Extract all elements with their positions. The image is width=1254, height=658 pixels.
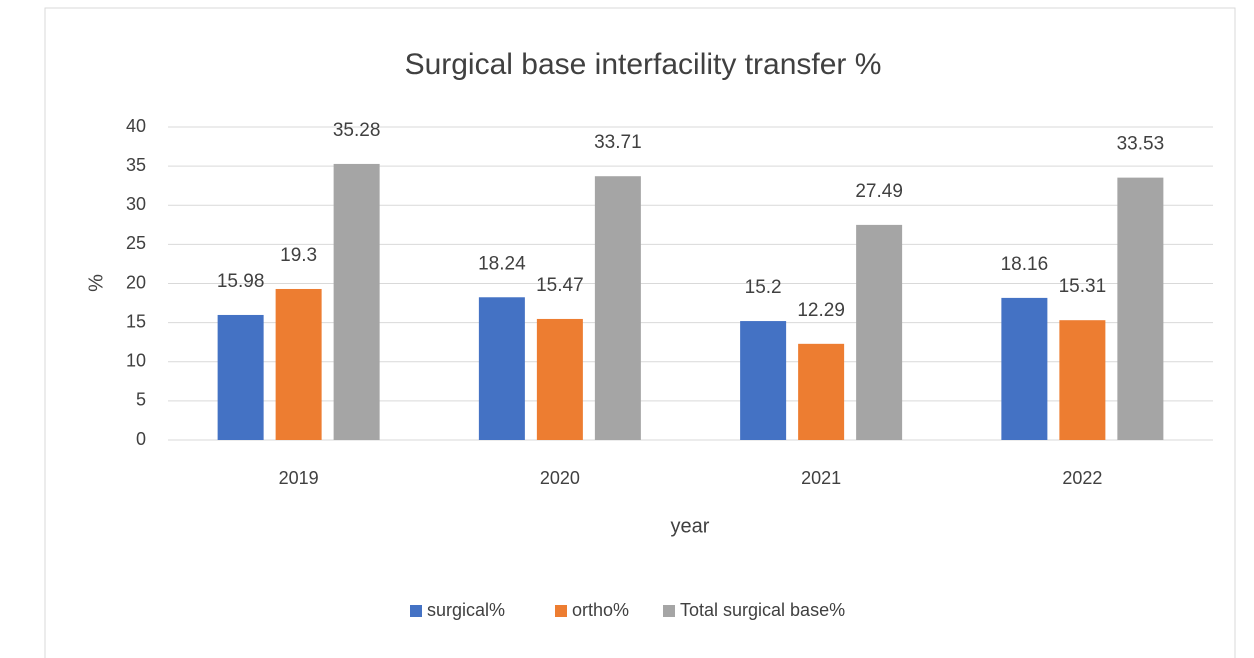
data-label: 15.47	[536, 275, 584, 296]
legend-swatch	[410, 605, 422, 617]
bar	[856, 224, 903, 440]
legend-label: ortho%	[572, 600, 629, 620]
y-tick-label: 5	[136, 390, 146, 410]
bar	[594, 176, 641, 441]
x-tick-label: 2021	[801, 468, 841, 488]
bar	[798, 343, 845, 440]
y-tick-label: 0	[136, 429, 146, 449]
x-tick-label: 2022	[1062, 468, 1102, 488]
y-tick-label: 25	[126, 233, 146, 253]
y-tick-label: 15	[126, 311, 146, 331]
y-tick-label: 30	[126, 194, 146, 214]
legend-label: surgical%	[427, 600, 505, 620]
data-label: 18.16	[1001, 254, 1049, 275]
bar	[275, 288, 322, 440]
y-tick-label: 40	[126, 116, 146, 136]
bar	[478, 297, 525, 440]
legend-swatch	[663, 605, 675, 617]
data-label: 15.98	[217, 271, 265, 292]
chart-title: Surgical base interfacility transfer %	[405, 48, 882, 81]
bar	[740, 321, 787, 440]
legend-label: Total surgical base%	[680, 600, 845, 620]
data-label: 19.3	[280, 245, 317, 266]
bar	[1001, 297, 1048, 440]
bar	[536, 318, 583, 440]
y-tick-label: 35	[126, 155, 146, 175]
legend-swatch	[555, 605, 567, 617]
data-label: 18.24	[478, 253, 526, 274]
data-label: 15.2	[745, 277, 782, 298]
data-label: 33.53	[1117, 134, 1165, 155]
y-tick-label: 20	[126, 272, 146, 292]
x-tick-label: 2020	[540, 468, 580, 488]
bar	[333, 163, 380, 440]
bar	[217, 314, 264, 440]
data-label: 33.71	[594, 132, 642, 153]
data-label: 12.29	[797, 300, 845, 321]
bar	[1059, 320, 1106, 440]
data-label: 15.31	[1059, 276, 1107, 297]
y-tick-label: 10	[126, 351, 146, 371]
data-label: 27.49	[855, 181, 903, 202]
data-label: 35.28	[333, 120, 381, 141]
x-axis-label: year	[671, 515, 710, 537]
bar	[1117, 177, 1164, 440]
x-tick-label: 2019	[279, 468, 319, 488]
y-axis-label: %	[85, 274, 107, 292]
